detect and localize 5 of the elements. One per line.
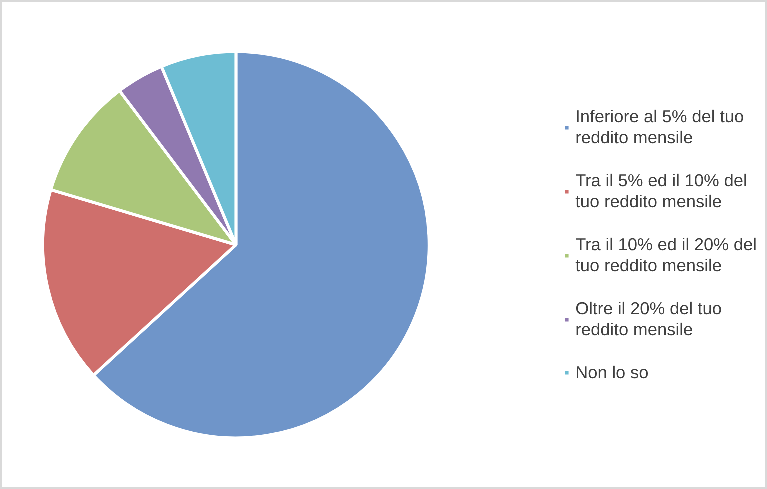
legend-label: Tra il 10% ed il 20% del tuo reddito mensile: [576, 234, 757, 276]
legend-label: Oltre il 20% del tuo reddito mensile: [576, 298, 722, 340]
legend-label: Tra il 5% ed il 10% del tuo reddito mensile: [576, 170, 748, 212]
legend-label: Non lo so: [576, 362, 649, 383]
legend-label: Inferiore al 5% del tuo reddito mensile: [576, 106, 744, 148]
